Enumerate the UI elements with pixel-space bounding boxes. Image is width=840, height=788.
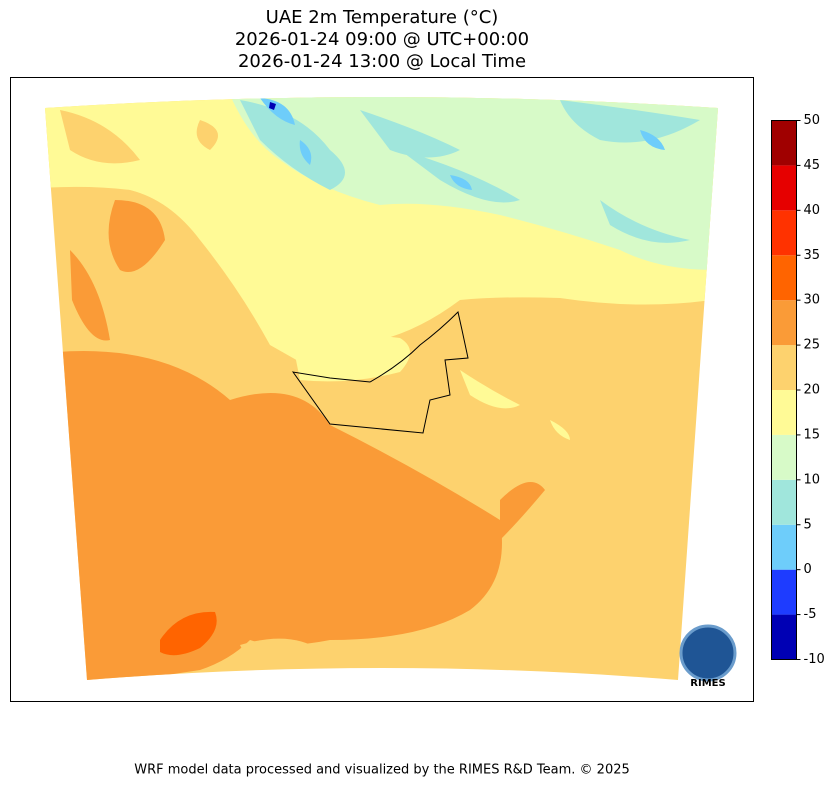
title-line: UAE 2m Temperature (°C) — [266, 7, 499, 28]
colorbar-segment — [771, 479, 797, 525]
colorbar-segment — [771, 165, 797, 211]
temp-region — [240, 638, 320, 666]
colorbar-segment — [771, 524, 797, 570]
logo-text: RIMES — [690, 678, 725, 689]
colorbar-tick-label: 30 — [804, 293, 821, 308]
colorbar-segment — [771, 255, 797, 301]
colorbar-segment — [771, 434, 797, 480]
title-line: 2026-01-24 09:00 @ UTC+00:00 — [235, 29, 529, 50]
colorbar-segment — [771, 210, 797, 256]
temp-region — [160, 611, 217, 656]
colorbar-segment — [771, 120, 797, 166]
colorbar-tick-label: 25 — [804, 338, 821, 353]
colorbar-tick-label: -10 — [804, 652, 825, 667]
colorbar-tick-label: 10 — [804, 472, 821, 487]
colorbar-tick-label: 5 — [804, 517, 812, 532]
colorbar-tick-label: 50 — [804, 113, 821, 128]
map-frame — [10, 77, 754, 702]
colorbar-tick-label: 15 — [804, 427, 821, 442]
colorbar-segment — [771, 345, 797, 390]
colorbar-tick-label: 20 — [804, 383, 821, 398]
colorbar-frame — [771, 120, 797, 660]
colorbar-segment — [771, 390, 797, 435]
colorbar-tick-label: -5 — [804, 607, 817, 622]
temp-region — [295, 336, 570, 440]
colorbar-tick-label: 40 — [804, 203, 821, 218]
temp-region — [269, 102, 276, 110]
colorbar-segment — [771, 300, 797, 346]
colorbar-segment — [771, 614, 797, 660]
title-line: 2026-01-24 13:00 @ Local Time — [238, 51, 526, 72]
temp-region — [70, 200, 545, 540]
colorbar-segment — [771, 569, 797, 615]
colorbar-tick-label: 0 — [804, 562, 812, 577]
colorbar: -10 -5 0 5 10 15 20 25 30 35 40 45 50 — [771, 113, 825, 667]
uae-border — [291, 311, 469, 434]
temp-region — [45, 351, 502, 680]
logo-badge — [679, 624, 737, 682]
footer: WRF model data processed and visualized … — [134, 763, 630, 778]
colorbar-tick-label: 45 — [804, 158, 821, 173]
colorbar-tick-label: 35 — [804, 248, 821, 263]
